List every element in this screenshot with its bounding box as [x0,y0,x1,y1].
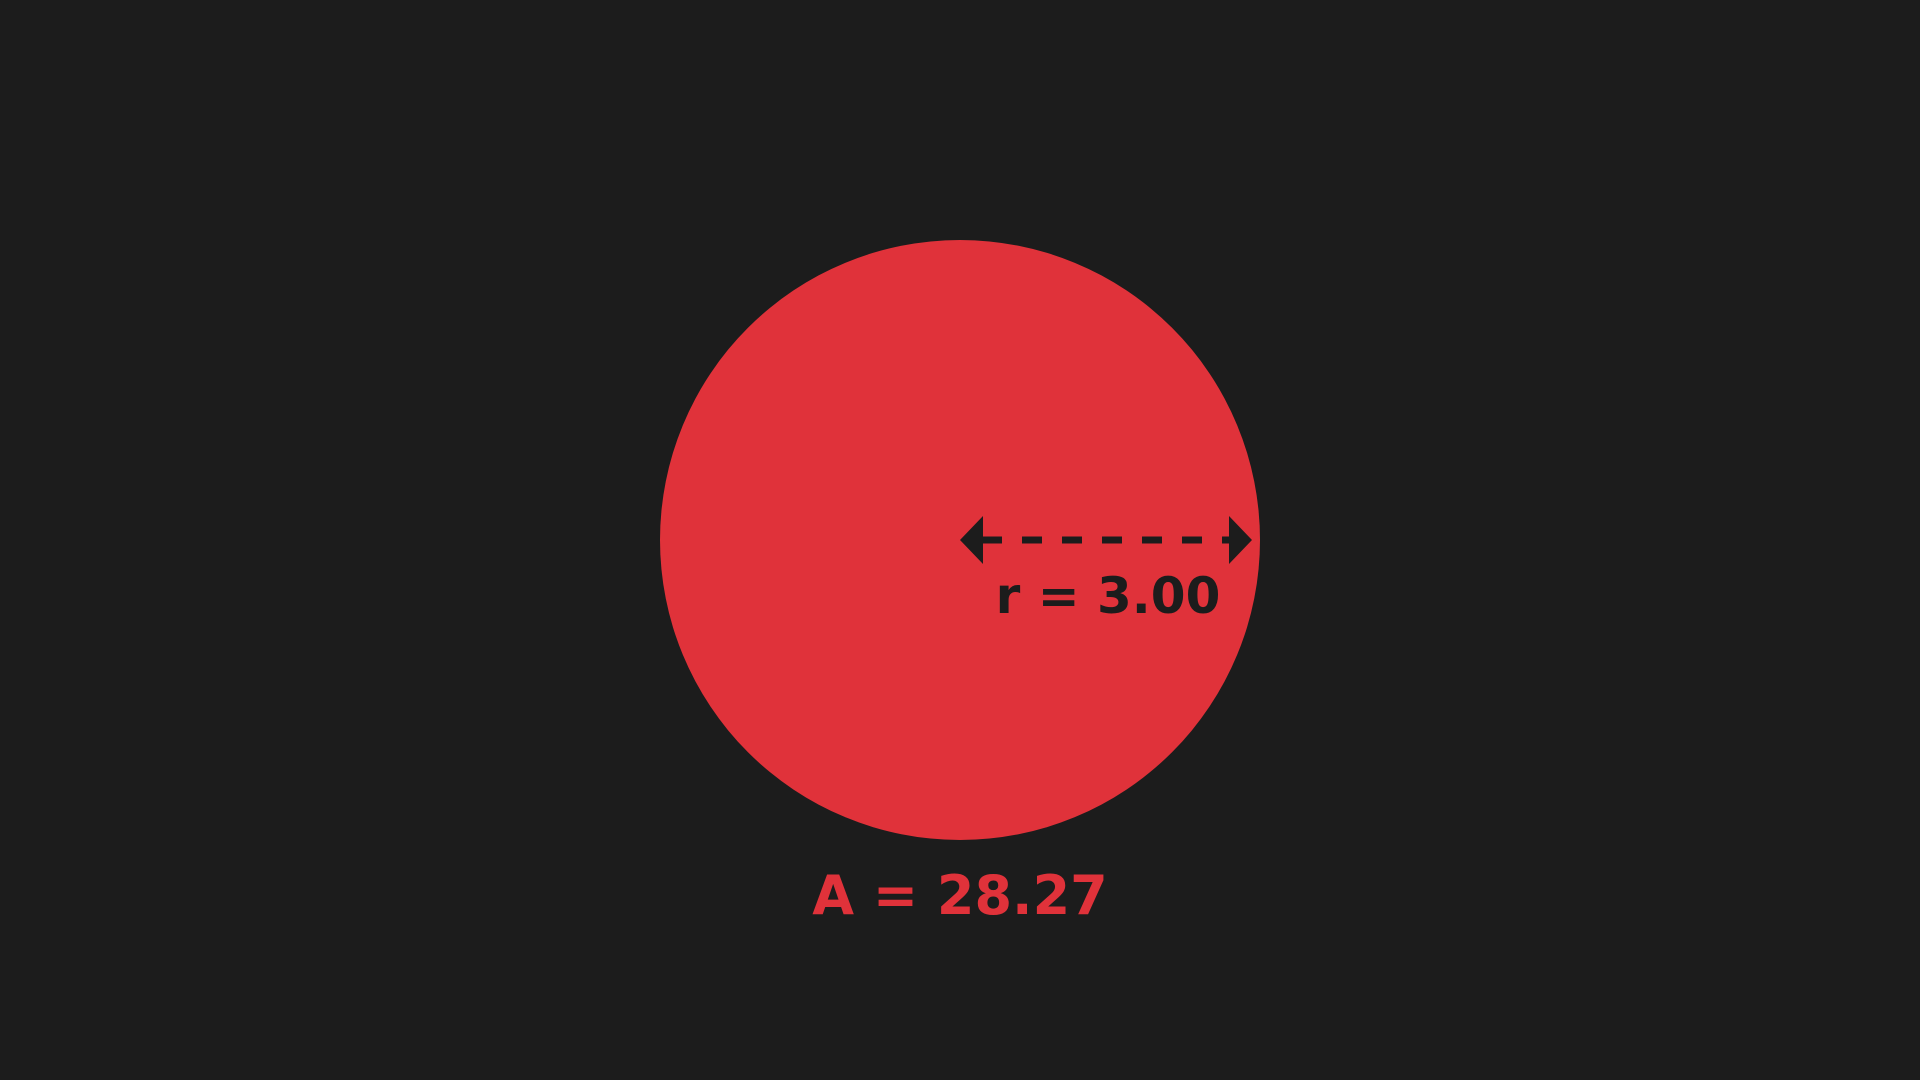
radius-label: r = 3.00 [996,567,1221,625]
arrowhead-left-icon [960,516,983,564]
arrowhead-right-icon [1229,516,1252,564]
area-label: A = 28.27 [812,864,1107,927]
